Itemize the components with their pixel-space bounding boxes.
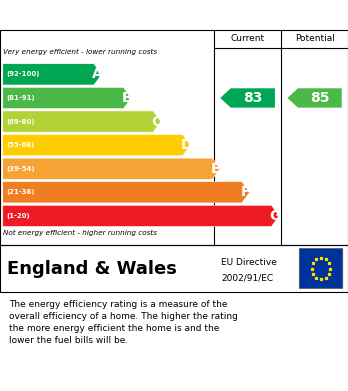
- Text: F: F: [240, 185, 250, 199]
- Text: The energy efficiency rating is a measure of the
overall efficiency of a home. T: The energy efficiency rating is a measur…: [9, 300, 238, 345]
- Text: Potential: Potential: [295, 34, 334, 43]
- Polygon shape: [3, 158, 220, 179]
- Text: (21-38): (21-38): [6, 189, 35, 196]
- Polygon shape: [3, 135, 190, 156]
- Text: (69-80): (69-80): [6, 118, 35, 125]
- Text: (81-91): (81-91): [6, 95, 35, 101]
- Text: A: A: [92, 67, 103, 81]
- Text: EU Directive: EU Directive: [221, 258, 277, 267]
- Text: (55-68): (55-68): [6, 142, 34, 148]
- Text: England & Wales: England & Wales: [7, 260, 177, 278]
- Text: 2002/91/EC: 2002/91/EC: [221, 273, 273, 282]
- Polygon shape: [3, 205, 279, 226]
- Text: Energy Efficiency Rating: Energy Efficiency Rating: [69, 7, 279, 23]
- Text: (1-20): (1-20): [6, 213, 30, 219]
- Polygon shape: [220, 88, 275, 108]
- Polygon shape: [287, 88, 342, 108]
- Polygon shape: [3, 64, 102, 85]
- Polygon shape: [3, 111, 161, 132]
- Text: G: G: [269, 209, 280, 223]
- Text: E: E: [211, 162, 221, 176]
- Text: B: B: [122, 91, 132, 105]
- Text: D: D: [180, 138, 192, 152]
- Text: C: C: [151, 115, 162, 129]
- Polygon shape: [3, 182, 250, 203]
- Text: Very energy efficient - lower running costs: Very energy efficient - lower running co…: [3, 49, 157, 55]
- Text: Not energy efficient - higher running costs: Not energy efficient - higher running co…: [3, 230, 157, 237]
- Text: (39-54): (39-54): [6, 166, 35, 172]
- Text: 83: 83: [243, 91, 262, 105]
- Text: (92-100): (92-100): [6, 72, 40, 77]
- Polygon shape: [3, 87, 131, 109]
- Text: Current: Current: [230, 34, 265, 43]
- FancyBboxPatch shape: [299, 249, 343, 289]
- Text: 85: 85: [310, 91, 330, 105]
